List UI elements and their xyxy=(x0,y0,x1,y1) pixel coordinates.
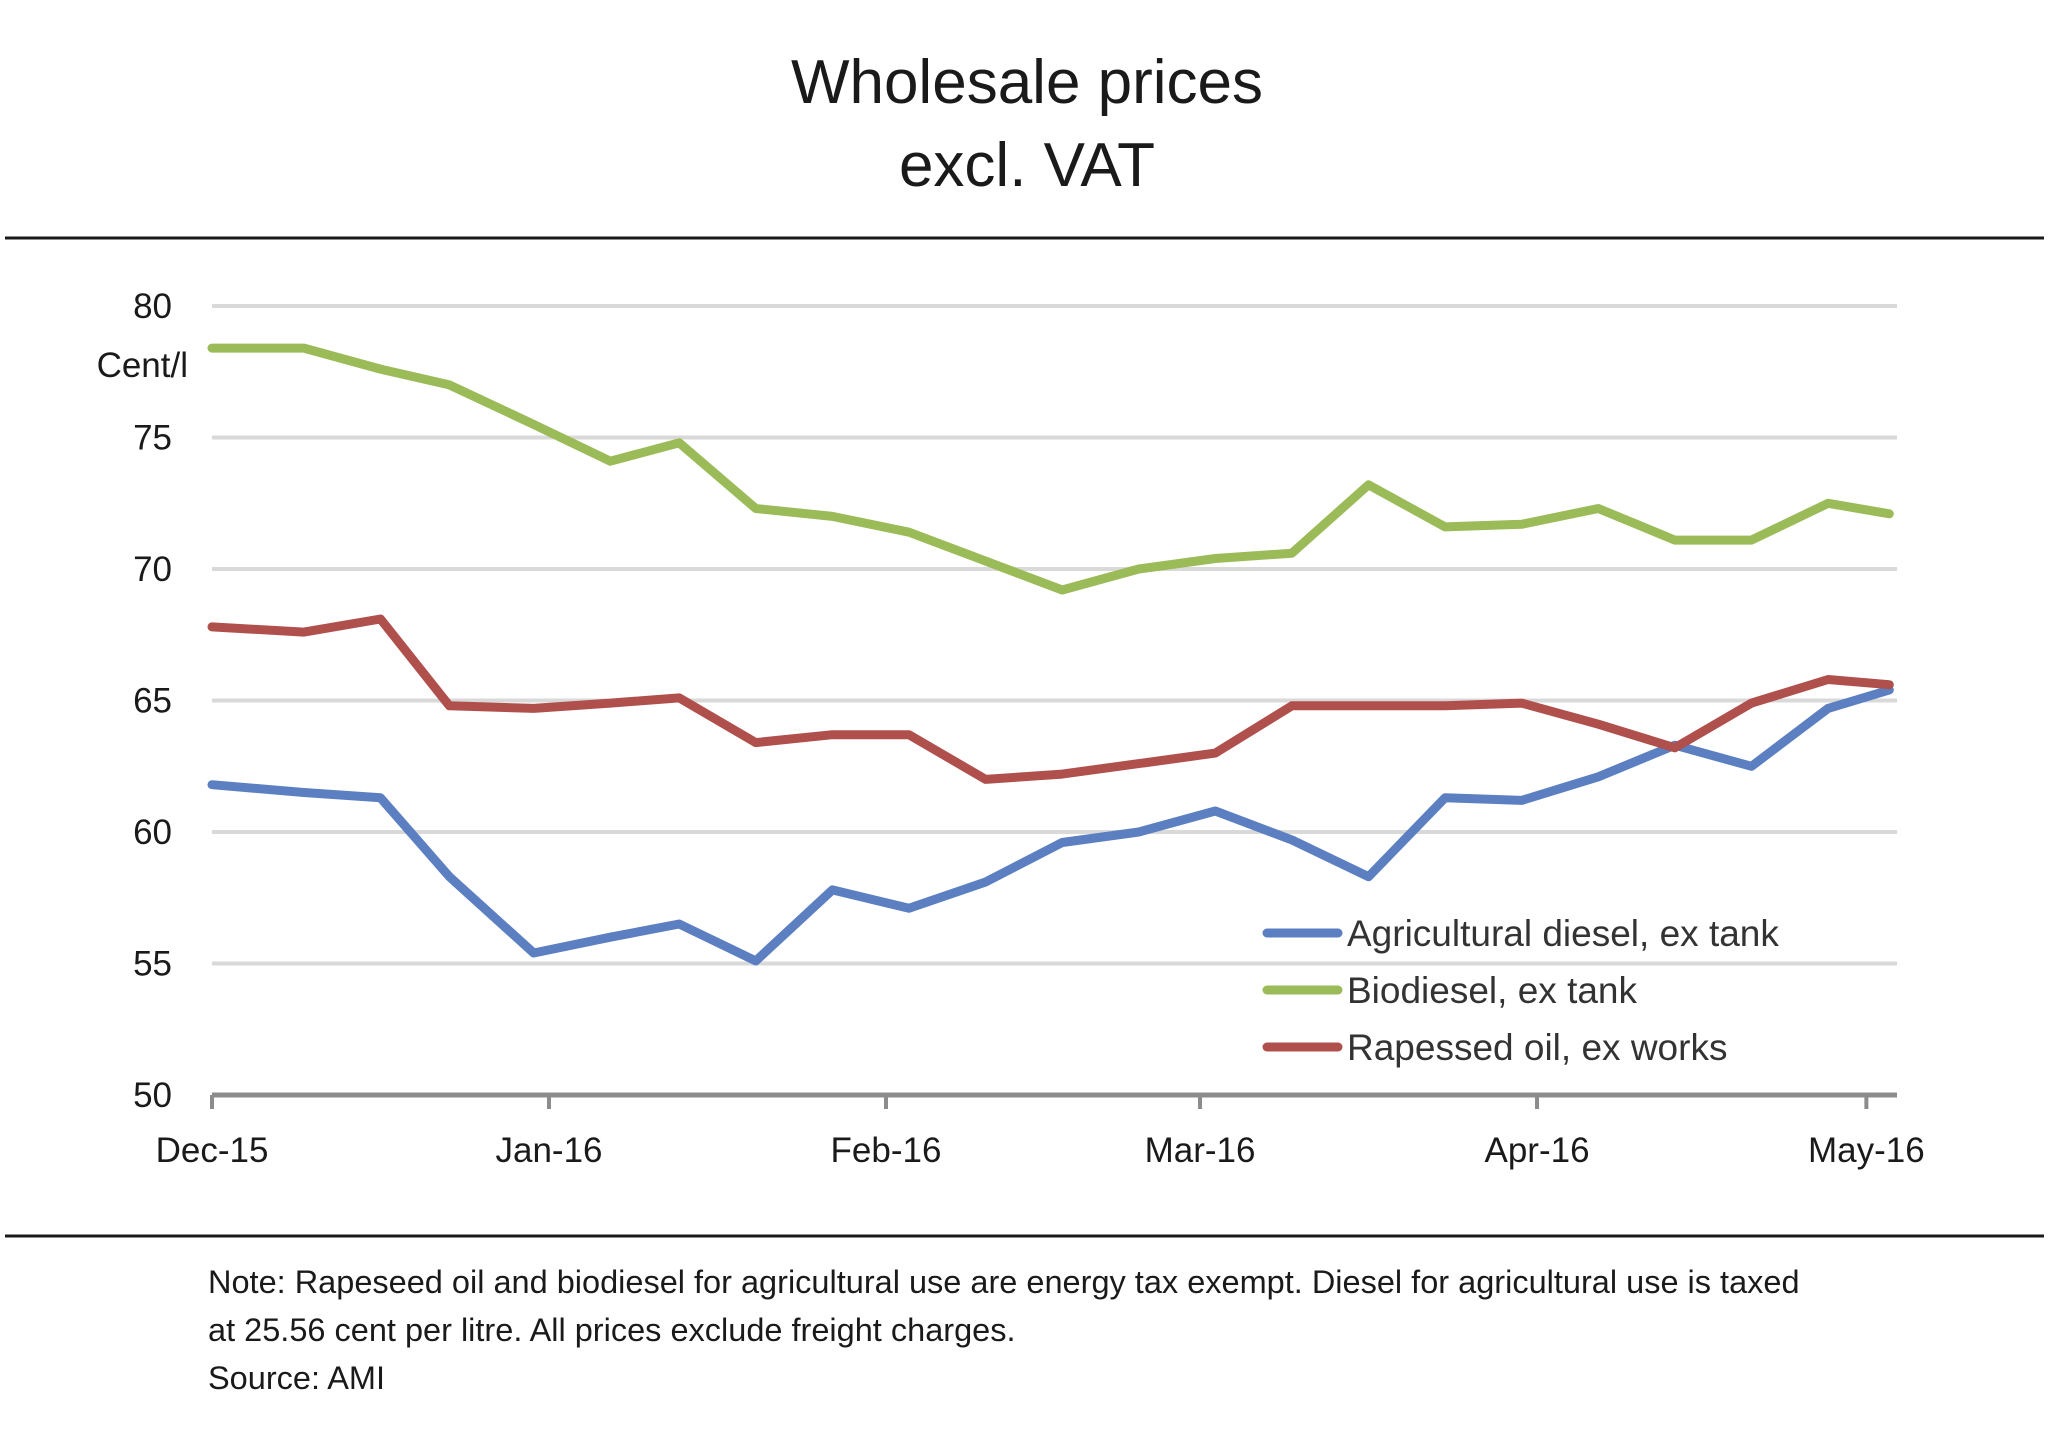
y-tick-label: 70 xyxy=(133,550,172,589)
source-line: Source: AMI xyxy=(208,1360,386,1396)
y-axis-unit-label: Cent/l xyxy=(97,346,188,385)
series-line-agricultural-diesel-ex-tank xyxy=(207,685,1894,966)
y-tick-label: 75 xyxy=(133,419,172,458)
note-line-1: Note: Rapeseed oil and biodiesel for agr… xyxy=(208,1264,1800,1300)
series-line-rapessed-oil-ex-works xyxy=(207,614,1894,784)
series-line-biodiesel-ex-tank xyxy=(207,343,1894,595)
legend-label-biodiesel-ex-tank: Biodiesel, ex tank xyxy=(1347,970,1638,1011)
x-tick-label: Mar-16 xyxy=(1145,1131,1256,1170)
y-axis-ticks: 50 55 60 65 70 75 80 xyxy=(133,287,172,1115)
chart-footnote: Note: Rapeseed oil and biodiesel for agr… xyxy=(208,1258,2008,1402)
note-line-2: at 25.56 cent per litre. All prices excl… xyxy=(208,1312,1016,1348)
x-tick-label: Feb-16 xyxy=(831,1131,942,1170)
x-tick-label: May-16 xyxy=(1808,1131,1925,1170)
x-tick-label: Apr-16 xyxy=(1484,1131,1589,1170)
x-tick-label: Dec-15 xyxy=(156,1131,269,1170)
legend: Agricultural diesel, ex tank Biodiesel, e… xyxy=(1262,913,1779,1068)
y-tick-label: 60 xyxy=(133,813,172,852)
x-axis-ticks: Dec-15 Jan-16 Feb-16 Mar-16 Apr-16 May-16 xyxy=(156,1095,1925,1170)
legend-label-rapessed-oil-ex-works: Rapessed oil, ex works xyxy=(1347,1027,1727,1068)
legend-label-agricultural-diesel-ex-tank: Agricultural diesel, ex tank xyxy=(1347,913,1779,954)
y-tick-label: 50 xyxy=(133,1076,172,1115)
chart-title: Wholesale prices xyxy=(791,48,1263,117)
y-tick-label: 55 xyxy=(133,945,172,984)
series-lines xyxy=(207,343,1894,966)
chart-subtitle: excl. VAT xyxy=(899,131,1155,200)
gridlines xyxy=(212,304,1897,966)
y-tick-label: 65 xyxy=(133,682,172,721)
y-tick-label: 80 xyxy=(133,287,172,326)
x-tick-label: Jan-16 xyxy=(495,1131,602,1170)
